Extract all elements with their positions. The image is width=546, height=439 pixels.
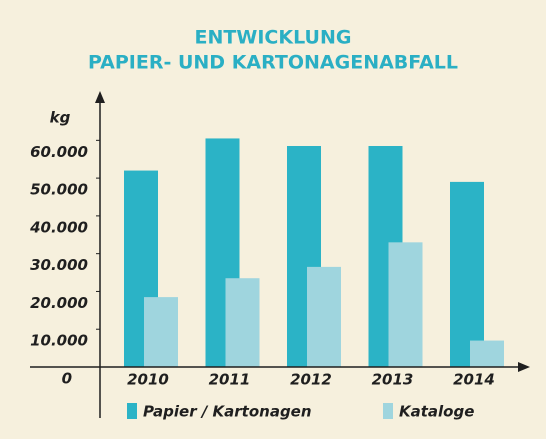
y-tick-label: 50.000 — [30, 181, 88, 199]
y-tick-label: 30.000 — [30, 256, 88, 274]
chart-title: ENTWICKLUNG — [195, 27, 352, 49]
legend-swatch — [383, 403, 393, 419]
bar — [450, 181, 484, 367]
legend-label: Kataloge — [399, 403, 474, 421]
bar — [307, 266, 341, 367]
bar — [225, 278, 260, 367]
x-tick-label: 2014 — [453, 371, 495, 389]
y-tick-label: 0 — [62, 370, 72, 388]
bar — [470, 340, 504, 367]
x-tick-label: 2011 — [209, 371, 251, 389]
bar — [388, 242, 423, 367]
y-tick-label: 10.000 — [30, 332, 88, 350]
y-tick-label: 20.000 — [30, 294, 88, 312]
x-axis-arrow — [518, 362, 530, 372]
x-tick-label: 2010 — [127, 371, 169, 389]
bar — [144, 297, 178, 367]
y-axis-arrow — [95, 91, 105, 103]
x-tick-label: 2012 — [290, 371, 332, 389]
legend-label: Papier / Kartonagen — [143, 403, 312, 421]
y-tick-label: 60.000 — [30, 143, 88, 161]
legend-swatch — [127, 403, 137, 419]
y-tick-label: 40.000 — [29, 218, 88, 236]
x-tick-label: 2013 — [372, 371, 414, 389]
chart-title: PAPIER- UND KARTONAGENABFALL — [88, 52, 458, 74]
y-axis-label: kg — [50, 109, 71, 127]
